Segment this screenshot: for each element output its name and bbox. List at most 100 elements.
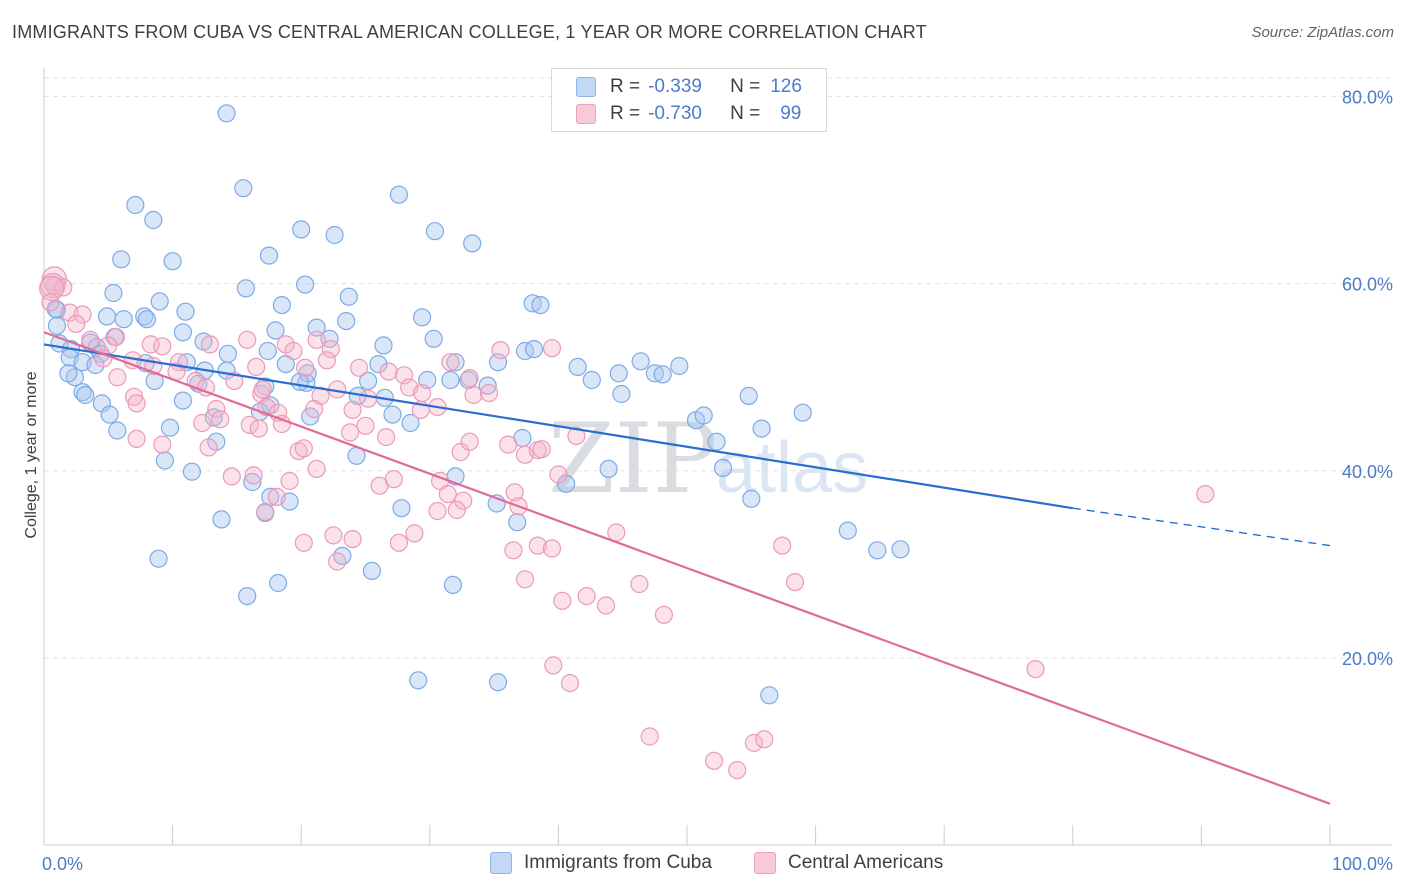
- stats-legend: R = -0.339 N = 126 R = -0.730 N = 99: [551, 68, 827, 132]
- point-cuba: [97, 307, 117, 326]
- point-cuba: [296, 275, 315, 294]
- point-cuba: [337, 312, 356, 331]
- point-cuba: [369, 355, 388, 374]
- point-central: [640, 727, 659, 746]
- point-central: [256, 502, 275, 521]
- point-central: [577, 586, 596, 606]
- point-cuba: [409, 671, 428, 690]
- point-central: [460, 432, 479, 451]
- point-central: [532, 440, 551, 459]
- point-central: [307, 330, 326, 349]
- point-cuba: [568, 357, 587, 376]
- series-cuba-points: [45, 104, 910, 705]
- point-central: [222, 467, 241, 486]
- source-label: Source: ZipAtlas.com: [1251, 24, 1394, 41]
- point-central: [350, 358, 369, 377]
- point-central: [447, 500, 466, 520]
- point-cuba: [173, 391, 192, 410]
- point-cuba: [645, 364, 665, 383]
- point-cuba: [150, 292, 169, 311]
- point-central: [704, 751, 724, 770]
- point-cuba: [325, 225, 344, 245]
- watermark-zip: ZIP: [548, 403, 717, 515]
- point-cuba: [707, 432, 726, 451]
- point-central: [379, 362, 398, 381]
- point-central: [225, 371, 244, 390]
- trend-line-central: [43, 331, 1331, 805]
- point-cuba: [333, 546, 352, 566]
- point-cuba: [114, 310, 133, 329]
- point-central: [249, 419, 268, 438]
- point-central: [207, 399, 226, 419]
- legend-swatch-central: [576, 104, 596, 124]
- axis-layer: [43, 68, 1392, 846]
- point-central: [280, 471, 299, 491]
- point-cuba: [59, 364, 78, 383]
- point-cuba: [670, 356, 689, 376]
- point-cuba: [891, 540, 910, 559]
- legend-row-cuba: R = -0.339 N = 126: [552, 73, 802, 101]
- grid-layer: [44, 77, 1392, 659]
- point-cuba: [838, 521, 857, 540]
- chart-title: IMMIGRANTS FROM CUBA VS CENTRAL AMERICAN…: [12, 22, 927, 42]
- point-central: [359, 389, 378, 408]
- point-cuba: [112, 250, 131, 269]
- point-central: [153, 337, 172, 356]
- point-central: [321, 340, 340, 359]
- tick-labels: 20.0% 40.0% 60.0% 80.0% 0.0% 100.0%: [42, 88, 1393, 875]
- point-cuba: [508, 513, 527, 532]
- point-central: [186, 371, 205, 390]
- point-central: [542, 539, 562, 558]
- legend-r-value-central: -0.730: [648, 103, 702, 124]
- point-central: [1026, 659, 1045, 679]
- point-cuba: [383, 405, 402, 424]
- point-central: [341, 423, 360, 442]
- point-cuba: [108, 421, 127, 440]
- point-central: [785, 572, 805, 592]
- legend-n-value-central: 99: [780, 103, 802, 124]
- point-central: [267, 487, 286, 506]
- point-cuba: [238, 586, 257, 606]
- legend-row-central: R = -0.730 N = 99: [552, 100, 801, 128]
- point-central: [560, 673, 580, 693]
- point-cuba: [742, 489, 761, 508]
- point-cuba: [339, 287, 358, 306]
- point-central: [247, 357, 266, 376]
- point-cuba: [155, 451, 174, 470]
- point-cuba: [182, 462, 201, 481]
- point-central: [654, 605, 674, 624]
- point-central: [464, 385, 483, 405]
- point-cuba: [272, 296, 291, 315]
- point-cuba: [752, 419, 771, 438]
- legend-r-label: R =: [610, 103, 641, 124]
- trend-layer: [43, 331, 1331, 805]
- point-cuba: [243, 472, 262, 492]
- point-cuba: [424, 329, 443, 348]
- point-cuba: [144, 210, 163, 230]
- point-cuba: [868, 541, 887, 560]
- point-central: [294, 439, 313, 458]
- point-cuba: [269, 573, 288, 593]
- point-cuba: [173, 323, 192, 342]
- point-central: [544, 656, 563, 675]
- point-central: [199, 438, 218, 457]
- legend-r-label: R =: [610, 76, 641, 97]
- point-central: [499, 435, 518, 454]
- bottom-legend-swatch-central: [754, 852, 776, 874]
- point-central: [238, 330, 257, 349]
- point-central: [451, 442, 470, 462]
- point-cuba: [212, 510, 231, 529]
- point-cuba: [793, 403, 812, 422]
- y-tick-label: 40.0%: [1342, 462, 1393, 482]
- point-central: [596, 596, 616, 615]
- point-central: [441, 353, 460, 372]
- point-cuba: [556, 474, 576, 493]
- point-central: [356, 416, 375, 435]
- point-central: [553, 591, 572, 610]
- point-central: [1196, 485, 1215, 504]
- point-cuba: [599, 459, 618, 478]
- bottom-legend-label-cuba: Immigrants from Cuba: [524, 852, 712, 873]
- bottom-legend-swatch-cuba: [490, 852, 512, 874]
- point-central: [127, 429, 146, 448]
- point-cuba: [531, 296, 550, 315]
